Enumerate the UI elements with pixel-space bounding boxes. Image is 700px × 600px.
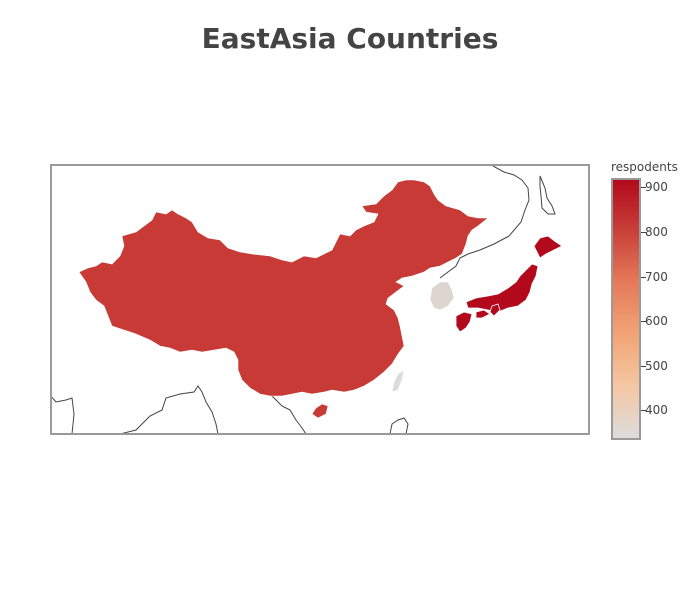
laos-border-line	[121, 385, 219, 433]
south-korea-region	[429, 281, 455, 311]
russia-border-line	[439, 166, 530, 279]
philippines-outline	[389, 417, 409, 433]
colorbar-tick	[641, 410, 646, 411]
kyushu-region	[455, 311, 473, 333]
colorbar-label-700: 700	[645, 270, 668, 284]
colorbar-label-900: 900	[645, 180, 668, 194]
colorbar-label-600: 600	[645, 314, 668, 328]
colorbar-tick	[641, 232, 646, 233]
colorbar-tick	[641, 321, 646, 322]
colorbar-title: respodents	[611, 160, 678, 174]
map-area[interactable]	[50, 164, 590, 435]
sakhalin-outline	[539, 175, 556, 215]
awaji-region	[489, 303, 501, 317]
map-title: EastAsia Countries	[201, 22, 499, 55]
hainan-region	[311, 403, 329, 419]
vietnam-border-line	[52, 396, 75, 433]
colorbar-label-400: 400	[645, 403, 668, 417]
colorbar-tick	[641, 366, 646, 367]
colorbar-label-800: 800	[645, 225, 668, 239]
colorbar-gradient	[611, 178, 641, 440]
colorbar-label-500: 500	[645, 359, 668, 373]
vietnam-coast-line	[269, 393, 306, 433]
shikoku-region	[475, 309, 491, 319]
colorbar-tick	[641, 187, 646, 188]
honshu-region	[465, 263, 539, 313]
colorbar-tick	[641, 277, 646, 278]
hokkaido-region	[533, 235, 563, 259]
china-region	[78, 179, 489, 397]
taiwan-region	[391, 369, 405, 393]
